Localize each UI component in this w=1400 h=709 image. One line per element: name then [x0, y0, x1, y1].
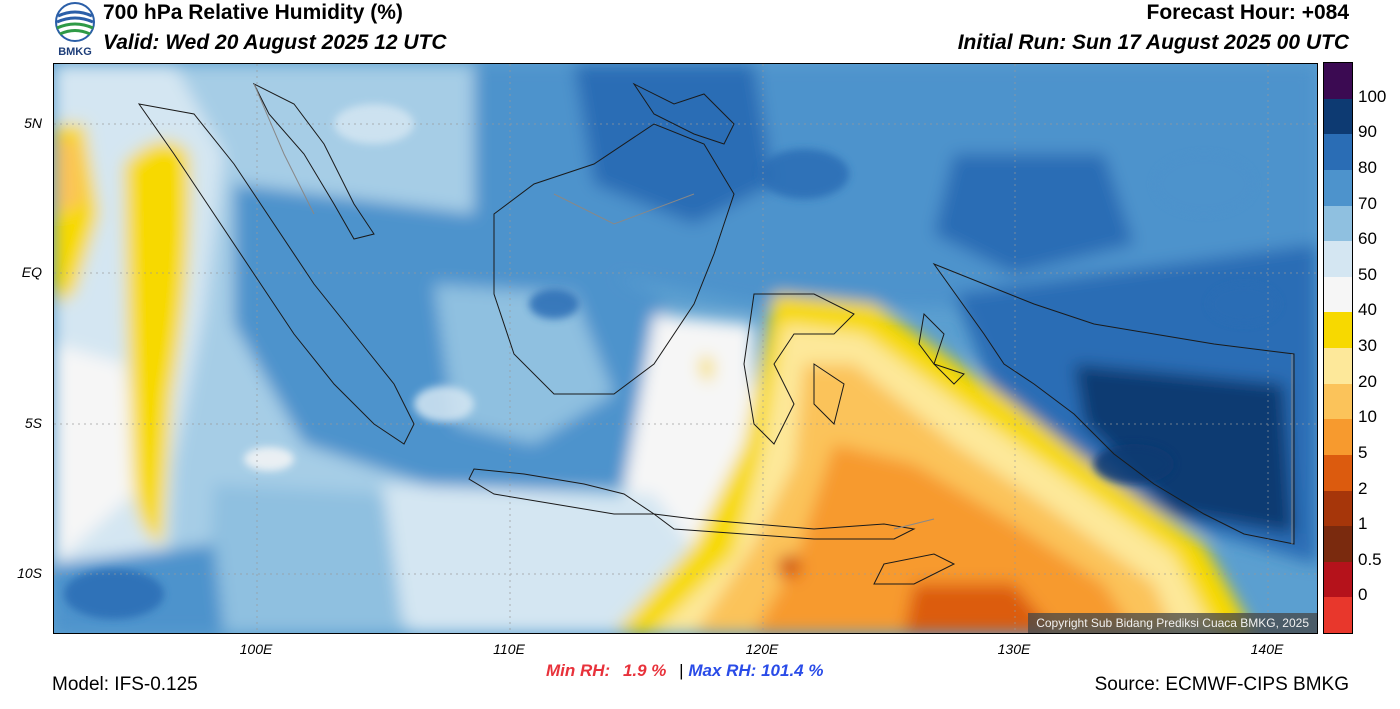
colorbar	[1323, 62, 1353, 634]
colorbar-label: 80	[1358, 157, 1377, 177]
colorbar-label: 0.5	[1358, 549, 1382, 569]
max-rh-label: Max RH:	[688, 661, 757, 680]
colorbar-label: 100	[1358, 86, 1387, 106]
colorbar-swatch	[1324, 561, 1352, 598]
data-source: Source: ECMWF-CIPS BMKG	[1094, 674, 1349, 695]
lat-label-eq: EQ	[21, 264, 42, 280]
max-rh-value: 101.4 %	[761, 661, 824, 680]
colorbar-label: 1	[1358, 514, 1368, 534]
lon-label-130e: 130E	[997, 641, 1031, 657]
lat-label-5s: 5S	[24, 415, 42, 431]
colorbar-label: 40	[1358, 300, 1377, 320]
initial-run: Initial Run: Sun 17 August 2025 00 UTC	[957, 31, 1349, 54]
colorbar-label: 30	[1358, 336, 1377, 355]
lon-label-100e: 100E	[239, 641, 273, 657]
min-rh-label: Min RH:	[546, 661, 611, 680]
colorbar-label: 10	[1358, 407, 1377, 427]
colorbar-swatch	[1324, 383, 1352, 420]
colorbar-swatch	[1324, 419, 1352, 455]
min-max-readout: Min RH: 1.9 % | Max RH: 101.4 %	[546, 661, 823, 681]
colorbar-label: 5	[1358, 442, 1368, 462]
borders	[253, 83, 1293, 544]
colorbar-label: 70	[1358, 193, 1377, 213]
colorbar-swatch	[1324, 312, 1352, 348]
colorbar-swatch	[1324, 63, 1352, 99]
colorbar-label: 0	[1358, 585, 1368, 605]
graticule	[54, 64, 1317, 633]
colorbar-label: 2	[1358, 478, 1368, 498]
humidity-map: Copyright Sub Bidang Prediksi Cuaca BMKG…	[53, 63, 1318, 634]
humidity-speckle	[64, 104, 1279, 619]
logo-text: BMKG	[58, 46, 92, 58]
chart-title: 700 hPa Relative Humidity (%)	[103, 1, 403, 24]
min-rh-value: 1.9 %	[622, 661, 667, 680]
colorbar-label: 50	[1358, 264, 1377, 284]
colorbar-swatch	[1324, 454, 1352, 491]
colorbar-swatch	[1324, 241, 1352, 277]
colorbar-label: 20	[1358, 371, 1377, 391]
coastlines	[137, 82, 1295, 585]
lat-label-10s: 10S	[17, 565, 42, 581]
copyright-notice: Copyright Sub Bidang Prediksi Cuaca BMKG…	[1028, 613, 1317, 633]
colorbar-swatch	[1324, 276, 1352, 313]
colorbar-label: 90	[1358, 122, 1377, 142]
colorbar-swatch	[1324, 526, 1352, 562]
bmkg-logo: BMKG	[52, 2, 98, 58]
colorbar-swatch	[1324, 98, 1352, 135]
lon-label-120e: 120E	[745, 641, 779, 657]
colorbar-swatch	[1324, 205, 1352, 242]
colorbar-label: 60	[1358, 229, 1377, 249]
separator: |	[679, 661, 684, 680]
lon-label-110e: 110E	[493, 641, 525, 657]
colorbar-swatch	[1324, 169, 1352, 206]
lat-label-5n: 5N	[24, 115, 42, 131]
colorbar-swatch	[1324, 490, 1352, 527]
valid-time: Valid: Wed 20 August 2025 12 UTC	[103, 31, 447, 54]
model-name: Model: IFS-0.125	[52, 674, 198, 695]
colorbar-swatch	[1324, 597, 1352, 633]
lon-label-140e: 140E	[1250, 641, 1284, 657]
colorbar-swatch	[1324, 348, 1352, 384]
humidity-field	[54, 64, 1317, 633]
colorbar-swatch	[1324, 134, 1352, 170]
forecast-hour: Forecast Hour: +084	[1146, 1, 1350, 24]
